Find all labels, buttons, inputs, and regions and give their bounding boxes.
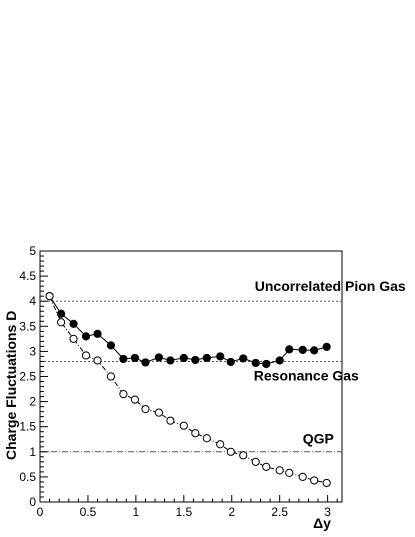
data-point [191,429,200,438]
x-tick-label: 0 [37,505,44,519]
reference-line-label: QGP [303,430,334,446]
data-point [130,353,140,363]
data-point [285,468,294,477]
data-point [226,357,235,367]
data-point [226,447,235,456]
y-axis-label-text: Charge Fluctuations D [3,311,19,460]
series-line [49,295,327,484]
data-point [154,353,163,362]
data-point [179,421,188,430]
data-point [93,356,102,365]
y-tick-label: 0.5 [19,470,36,484]
y-tick-label: 1.5 [19,420,36,434]
annotations: Uncorrelated Pion Gas Resonance Gas QGP [254,278,406,446]
data-point [239,354,248,363]
data-point [119,354,128,364]
y-tick-label: 3.5 [19,319,36,333]
data-point [81,351,91,360]
data-point [298,345,307,354]
x-tick-label: 0.5 [80,505,97,519]
reference-line-label: Uncorrelated Pion Gas [255,278,406,294]
reference-lines [40,300,342,453]
y-tick-label: 4 [29,294,36,308]
data-point [56,318,66,327]
tick-labels: 0 0.5 1 1.5 2 2.5 3 0 0.5 1 1.5 2 2.5 3 3.5 4 4.5 5 [19,244,331,519]
data-point [45,292,54,301]
data-point [179,353,188,363]
data-point [298,472,307,481]
data-point [310,476,319,485]
data-point [202,434,211,443]
x-tick-label: 2 [228,505,235,519]
series-lines [49,295,327,484]
data-point [239,451,248,460]
data-point [216,440,225,449]
data-point [106,372,116,381]
data-point [275,356,284,365]
data-point [262,359,271,369]
reference-line-label: Resonance Gas [254,368,359,384]
x-tick-label: 1 [133,505,140,519]
data-point [322,342,331,351]
data-point [106,341,116,350]
y-tick-label: 3 [29,344,36,358]
data-point [191,355,200,365]
data-point [251,358,260,368]
data-point [93,329,102,338]
x-tick-label: 1.5 [175,505,192,519]
data-point [216,352,225,361]
y-tick-label: 1 [29,445,36,459]
data-point [202,353,211,363]
data-point [322,478,331,488]
data-point [56,309,66,318]
data-point [81,332,91,341]
data-point [69,334,78,343]
data-point [310,346,319,355]
data-point [262,462,271,471]
series-markers [45,292,331,488]
y-axis-label-group: Charge Fluctuations D [3,311,19,460]
y-tick-label: 2.5 [19,370,36,384]
data-point [166,416,175,425]
x-tick-label: 2.5 [271,505,288,519]
data-point [154,408,163,417]
data-point [285,345,294,354]
data-point [251,457,260,466]
data-point [69,319,78,328]
y-tick-label: 5 [29,244,36,258]
y-tick-label: 4.5 [19,269,36,283]
data-point [275,466,284,475]
y-tick-label: 2 [29,395,36,409]
x-tick-label: 3 [324,505,331,519]
series-line [49,295,327,365]
data-point [141,405,150,414]
x-axis-label: Δy [313,515,331,531]
y-axis-label: Charge Fluctuations D [3,311,19,460]
data-point [166,356,175,365]
data-point [141,358,150,367]
axis-ticks [39,250,338,503]
y-tick-label: 0 [29,495,36,509]
data-point [130,395,140,404]
data-point [119,389,128,399]
